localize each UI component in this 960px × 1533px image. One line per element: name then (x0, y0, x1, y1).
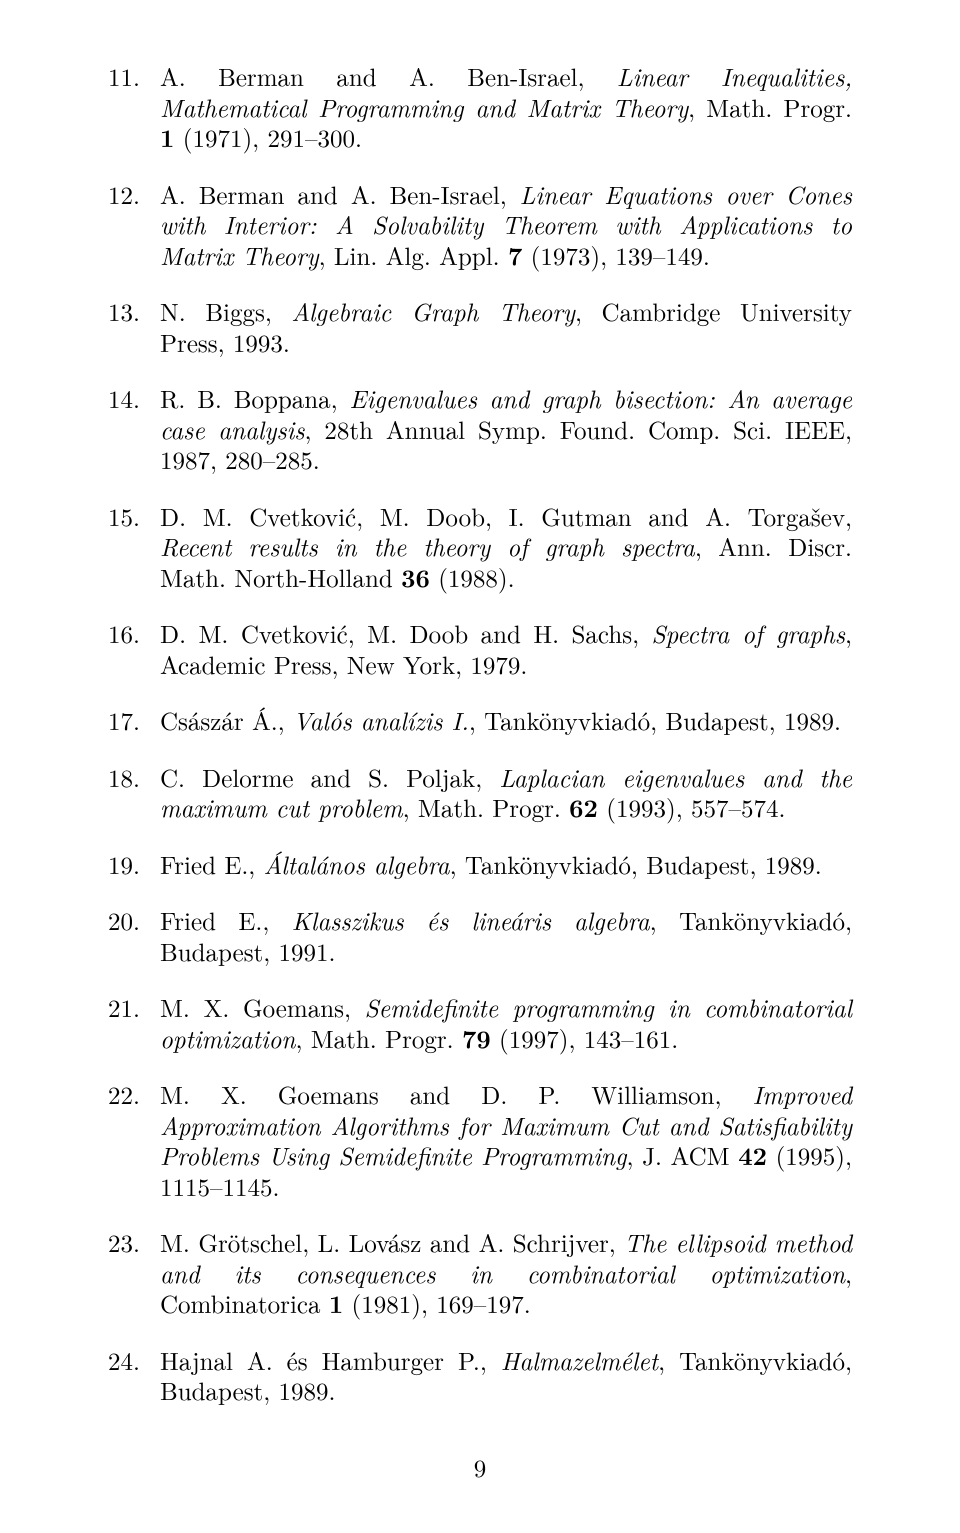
ref-volume: 36 (401, 560, 430, 595)
ref-title: Klasszikus és lineáris algebra (292, 903, 650, 938)
ref-authors: Császár Á., (160, 703, 293, 738)
reference-item-14: R. B. Boppana, Eigenvalues and graph bis… (108, 384, 852, 476)
reference-item-11: A. Berman and A. Ben-Israel, Linear Ineq… (108, 62, 852, 154)
reference-item-17: Császár Á., Valós analízis I., Tankönyvk… (108, 706, 852, 737)
ref-journal: , Math. Progr. (295, 1021, 462, 1056)
ref-volume: 62 (569, 790, 598, 825)
ref-tail: , Tankönyvkiadó, Budapest, 1989. (469, 703, 841, 738)
reference-item-18: C. Delorme and S. Poljak, Laplacian eige… (108, 763, 852, 824)
ref-authors: Fried E., (160, 847, 264, 882)
ref-volume: 7 (508, 238, 522, 273)
reference-item-13: N. Biggs, Algebraic Graph Theory, Cambri… (108, 297, 852, 358)
reference-item-15: D. M. Cvetković, M. Doob, I. Gutman and … (108, 502, 852, 594)
reference-list: A. Berman and A. Ben-Israel, Linear Ineq… (108, 62, 852, 1407)
ref-volume: 1 (160, 120, 174, 155)
ref-journal: , Math. Progr. (688, 90, 852, 125)
ref-journal: , Lin. Alg. Appl. (319, 238, 508, 273)
reference-item-22: M. X. Goemans and D. P. Williamson, Impr… (108, 1080, 852, 1202)
ref-tail: , Tankönyvkiadó, Budapest, 1989. (450, 847, 822, 882)
reference-item-20: Fried E., Klasszikus és lineáris algebra… (108, 906, 852, 967)
ref-title: Általános algebra (264, 847, 450, 882)
reference-item-19: Fried E., Általános algebra, Tankönyvkia… (108, 850, 852, 881)
page: A. Berman and A. Ben-Israel, Linear Ineq… (0, 0, 960, 1533)
ref-tail: (1981), 169–197. (343, 1286, 531, 1321)
ref-tail: (1997), 143–161. (491, 1021, 679, 1056)
ref-tail: (1993), 557–574. (598, 790, 786, 825)
ref-volume: 1 (329, 1286, 343, 1321)
page-number: 9 (0, 1450, 960, 1485)
ref-title: Valós analízis I. (293, 703, 469, 738)
ref-journal: , Math. Progr. (403, 790, 570, 825)
reference-item-21: M. X. Goemans, Semidefinite programming … (108, 993, 852, 1054)
ref-volume: 42 (738, 1138, 767, 1173)
reference-item-24: Hajnal A. és Hamburger P., Halmazelmélet… (108, 1346, 852, 1407)
reference-item-23: M. Grötschel, L. Lovász and A. Schrijver… (108, 1228, 852, 1320)
ref-tail: (1988). (430, 560, 515, 595)
ref-title: Spectra of graphs (651, 616, 845, 651)
ref-title: Algebraic Graph Theory (291, 294, 575, 329)
ref-journal: , J. ACM (627, 1138, 739, 1173)
reference-item-12: A. Berman and A. Ben-Israel, Linear Equa… (108, 180, 852, 272)
reference-item-16: D. M. Cvetković, M. Doob and H. Sachs, S… (108, 619, 852, 680)
ref-tail: (1973), 139–149. (522, 238, 710, 273)
ref-title: Halmazelmélet (501, 1343, 658, 1378)
ref-tail: (1971), 291–300. (174, 120, 362, 155)
ref-volume: 79 (462, 1021, 491, 1056)
